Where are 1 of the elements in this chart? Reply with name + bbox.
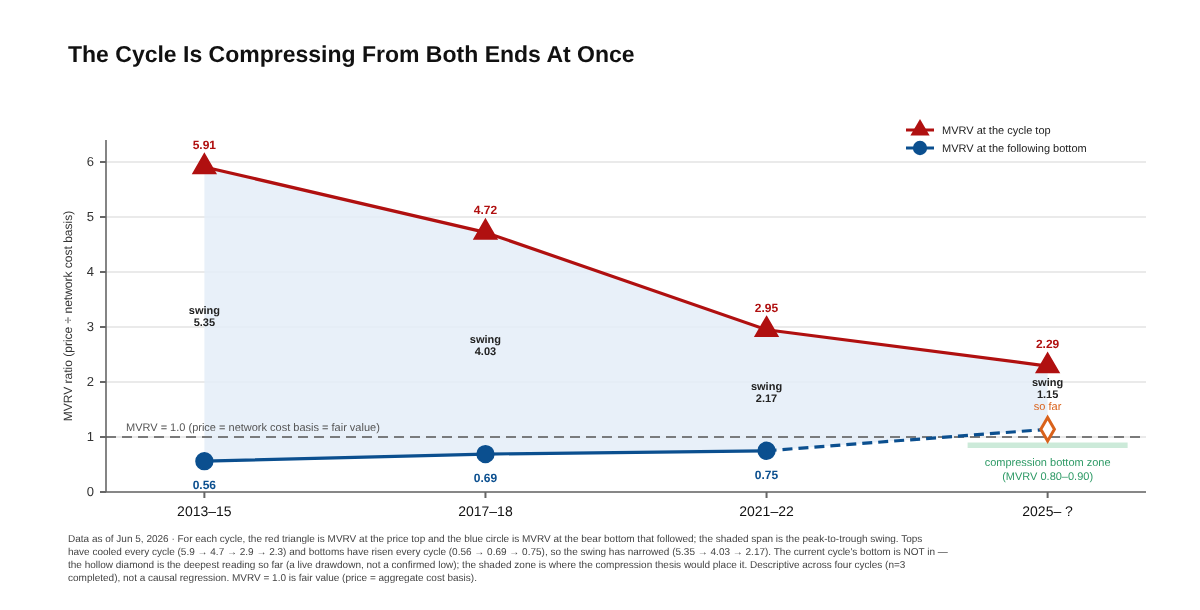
chart-title: The Cycle Is Compressing From Both Ends At Once	[68, 44, 635, 68]
